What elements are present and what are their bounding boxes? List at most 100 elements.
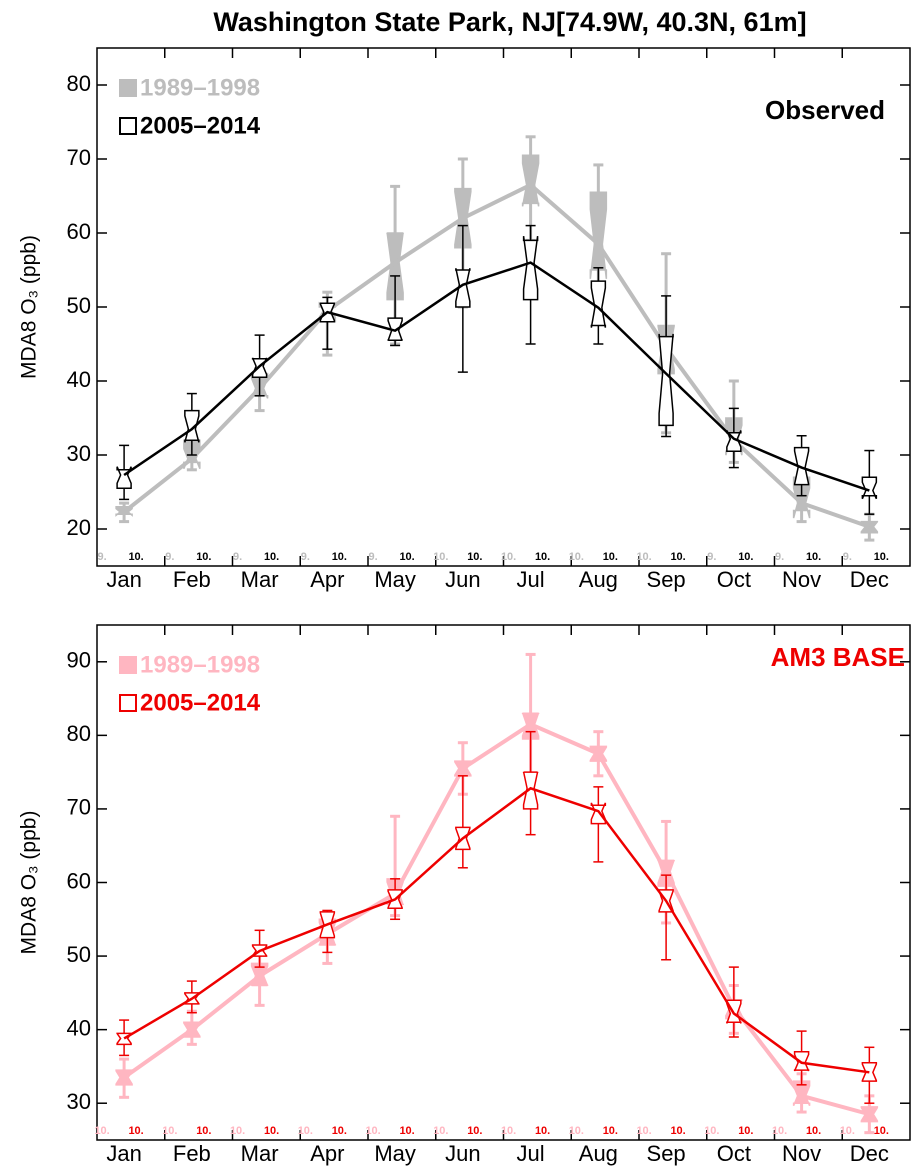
- count-label: 10.: [128, 1125, 143, 1137]
- annotation: AM3 BASE: [771, 642, 905, 672]
- legend-label: 2005–2014: [140, 689, 261, 716]
- box: [116, 466, 132, 490]
- count-label: 10.: [636, 551, 651, 563]
- y-tick-label: 30: [67, 441, 91, 466]
- box: [793, 446, 810, 486]
- y-tick-label: 60: [67, 868, 91, 893]
- box: [455, 268, 471, 308]
- count-label: 10.: [636, 1125, 651, 1137]
- x-tick-label: Jan: [106, 1141, 141, 1166]
- median-line: [122, 722, 870, 1117]
- count-label: 9.: [165, 551, 174, 563]
- x-tick-label: Jul: [517, 1141, 545, 1166]
- y-tick-label: 80: [67, 721, 91, 746]
- median-line: [122, 182, 871, 529]
- y-tick-label: 70: [67, 795, 91, 820]
- x-tick-label: Jan: [106, 567, 141, 592]
- y-tick-label: 60: [67, 219, 91, 244]
- box: [521, 154, 540, 207]
- legend-label: 1989–1998: [140, 74, 260, 101]
- count-label: 10.: [569, 551, 584, 563]
- median-line: [123, 261, 870, 492]
- count-label: 9.: [233, 551, 242, 563]
- annotation: Observed: [765, 95, 885, 125]
- x-tick-label: Sep: [647, 1141, 686, 1166]
- count-label: 10.: [501, 1125, 516, 1137]
- y-tick-label: 80: [67, 71, 91, 96]
- box: [522, 771, 539, 810]
- x-tick-label: Sep: [647, 567, 686, 592]
- count-label: 10.: [772, 1125, 787, 1137]
- figure-title: Washington State Park, NJ[74.9W, 40.3N, …: [213, 7, 806, 37]
- x-tick-label: Nov: [782, 567, 821, 592]
- x-tick-label: May: [374, 1141, 416, 1166]
- count-label: 10.: [196, 1125, 211, 1137]
- count-label: 10.: [264, 1125, 279, 1137]
- count-label: 10.: [162, 1125, 177, 1137]
- legend-marker: [119, 694, 137, 712]
- count-label: 10.: [806, 551, 821, 563]
- box: [590, 280, 607, 328]
- box: [386, 232, 404, 301]
- count-label: 10.: [535, 551, 550, 563]
- y-axis-label: MDA8 O₃ (ppb): [18, 235, 41, 379]
- x-tick-label: Feb: [173, 567, 211, 592]
- x-tick-label: May: [374, 567, 416, 592]
- x-tick-label: Aug: [579, 567, 618, 592]
- x-tick-label: Nov: [782, 1141, 821, 1166]
- legend-marker: [119, 656, 137, 674]
- y-axis-label: MDA8 O₃ (ppb): [18, 811, 41, 955]
- count-label: 10.: [230, 1125, 245, 1137]
- y-tick-label: 40: [67, 1015, 91, 1040]
- count-label: 10.: [467, 1125, 482, 1137]
- count-label: 10.: [501, 551, 516, 563]
- box: [590, 802, 607, 825]
- count-label: 10.: [332, 1125, 347, 1137]
- count-label: 10.: [535, 1125, 550, 1137]
- box: [589, 191, 608, 279]
- x-tick-label: Jun: [445, 1141, 480, 1166]
- count-label: 9.: [775, 551, 784, 563]
- y-tick-label: 20: [67, 515, 91, 540]
- x-tick-label: Oct: [717, 567, 751, 592]
- box: [522, 236, 539, 301]
- legend-marker: [119, 117, 137, 135]
- count-label: 10.: [433, 1125, 448, 1137]
- count-label: 10.: [840, 1125, 855, 1137]
- y-tick-label: 50: [67, 942, 91, 967]
- count-label: 9.: [301, 551, 310, 563]
- count-label: 9.: [98, 551, 107, 563]
- count-label: 10.: [433, 551, 448, 563]
- y-tick-label: 90: [67, 648, 91, 673]
- legend-label: 2005–2014: [140, 112, 261, 139]
- count-label: 9.: [369, 551, 378, 563]
- y-tick-label: 50: [67, 293, 91, 318]
- count-label: 10.: [670, 551, 685, 563]
- box: [184, 409, 200, 443]
- y-tick-label: 70: [67, 145, 91, 170]
- count-label: 10.: [298, 1125, 313, 1137]
- count-label: 9.: [843, 551, 852, 563]
- count-label: 10.: [365, 1125, 380, 1137]
- count-label: 10.: [569, 1125, 584, 1137]
- count-label: 10.: [128, 551, 143, 563]
- x-tick-label: Aug: [579, 1141, 618, 1166]
- x-tick-label: Apr: [310, 567, 344, 592]
- y-tick-label: 30: [67, 1089, 91, 1114]
- x-tick-label: Jun: [445, 567, 480, 592]
- count-label: 10.: [704, 1125, 719, 1137]
- x-tick-label: Feb: [173, 1141, 211, 1166]
- count-label: 10.: [603, 1125, 618, 1137]
- count-label: 10.: [94, 1125, 109, 1137]
- y-tick-label: 40: [67, 367, 91, 392]
- count-label: 10.: [264, 551, 279, 563]
- count-label: 10.: [874, 1125, 889, 1137]
- x-tick-label: Mar: [241, 567, 279, 592]
- x-tick-label: Apr: [310, 1141, 344, 1166]
- count-label: 10.: [467, 551, 482, 563]
- x-tick-label: Dec: [850, 567, 889, 592]
- x-tick-label: Jul: [517, 567, 545, 592]
- count-label: 10.: [399, 1125, 414, 1137]
- count-label: 10.: [196, 551, 211, 563]
